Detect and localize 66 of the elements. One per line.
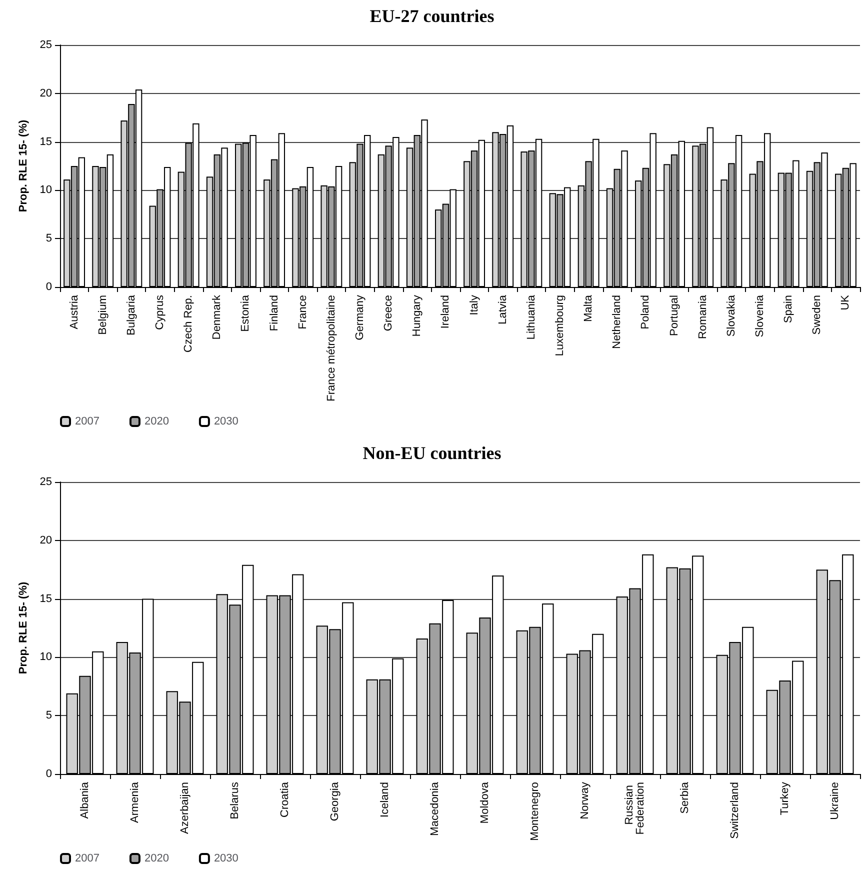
x-tick-label: Turkey	[779, 782, 791, 816]
legend-label: 2030	[214, 416, 238, 428]
x-tick-label: Belgium	[96, 295, 109, 335]
y-tick-label: 10	[40, 184, 52, 196]
x-tick-label: Lithuania	[525, 294, 538, 340]
x-tick-label: Greece	[382, 295, 395, 332]
y-tick-label: 5	[46, 710, 52, 722]
x-tick-label: Cyprus	[154, 294, 166, 330]
x-tick-label: Belarus	[229, 782, 241, 820]
x-tick-label: France métropolitaine	[325, 295, 338, 402]
x-tick-label: Ukraine	[829, 782, 841, 820]
y-tick-label: 10	[40, 651, 52, 664]
legend-label: 2030	[214, 852, 238, 864]
x-tick-label: Sweden	[811, 295, 824, 335]
x-tick-label: Estonia	[240, 294, 252, 332]
chart-title: Non-EU countries	[362, 443, 502, 463]
x-tick-label: Azerbaijan	[179, 782, 191, 834]
x-tick-label: Serbia	[679, 781, 691, 814]
y-axis-title: Prop. RLE 15- (%)	[17, 582, 30, 674]
y-tick-label: 25	[40, 39, 52, 51]
x-tick-label: Macedonia	[429, 781, 441, 836]
x-tick-label: Montenegro	[529, 782, 541, 841]
y-tick-label: 25	[40, 476, 52, 488]
x-tick-label: France	[296, 295, 309, 330]
x-tick-label: Iceland	[379, 782, 391, 818]
y-tick-label: 20	[40, 87, 52, 100]
legend-label: 2007	[75, 416, 100, 428]
x-tick-label: Switzerland	[729, 782, 741, 839]
x-tick-label: Hungary	[411, 294, 424, 337]
x-tick-label: Netherland	[611, 295, 624, 349]
x-tick-label: Finland	[268, 295, 280, 332]
x-tick-label: Austria	[68, 294, 80, 330]
x-tick-label: Armenia	[129, 781, 141, 823]
x-tick-label: Malta	[582, 294, 595, 322]
y-tick-label: 0	[46, 281, 52, 293]
x-tick-label: Romania	[696, 294, 709, 340]
x-tick-label: Portugal	[668, 295, 680, 336]
y-tick-label: 15	[40, 136, 52, 148]
x-tick-label: Czech Rep.	[182, 295, 195, 352]
x-tick-label: UK	[840, 294, 852, 310]
x-tick-label: Denmark	[211, 294, 224, 340]
x-tick-label: Slovakia	[725, 294, 738, 337]
legend-label: 2020	[144, 852, 169, 864]
y-tick-label: 5	[46, 232, 52, 245]
chart-title: EU-27 countries	[370, 6, 494, 26]
x-tick-label: Georgia	[329, 781, 341, 822]
x-tick-label: Luxembourg	[554, 295, 566, 356]
x-tick-label: Poland	[640, 295, 652, 330]
x-tick-label: Bulgaria	[125, 294, 138, 336]
x-tick-label: Slovenia	[754, 294, 766, 338]
legend-label: 2020	[144, 416, 169, 428]
x-tick-label: Norway	[579, 782, 591, 820]
y-tick-label: 0	[46, 768, 52, 780]
y-tick-label: 20	[40, 534, 52, 546]
y-tick-label: 15	[40, 592, 52, 605]
legend-label: 2007	[75, 852, 100, 864]
x-tick-label: Ireland	[440, 295, 452, 329]
x-tick-label: Spain	[782, 295, 795, 324]
x-tick-label: Latvia	[496, 294, 509, 324]
x-tick-label: Albania	[79, 781, 91, 819]
x-tick-label: Moldova	[479, 781, 491, 824]
x-tick-label: Germany	[354, 294, 366, 340]
x-tick-label: Croatia	[279, 781, 291, 818]
x-tick-label: Italy	[468, 294, 480, 316]
x-tick-label: Russian Federation	[624, 782, 646, 835]
y-axis-title: Prop. RLE 15- (%)	[17, 120, 30, 212]
